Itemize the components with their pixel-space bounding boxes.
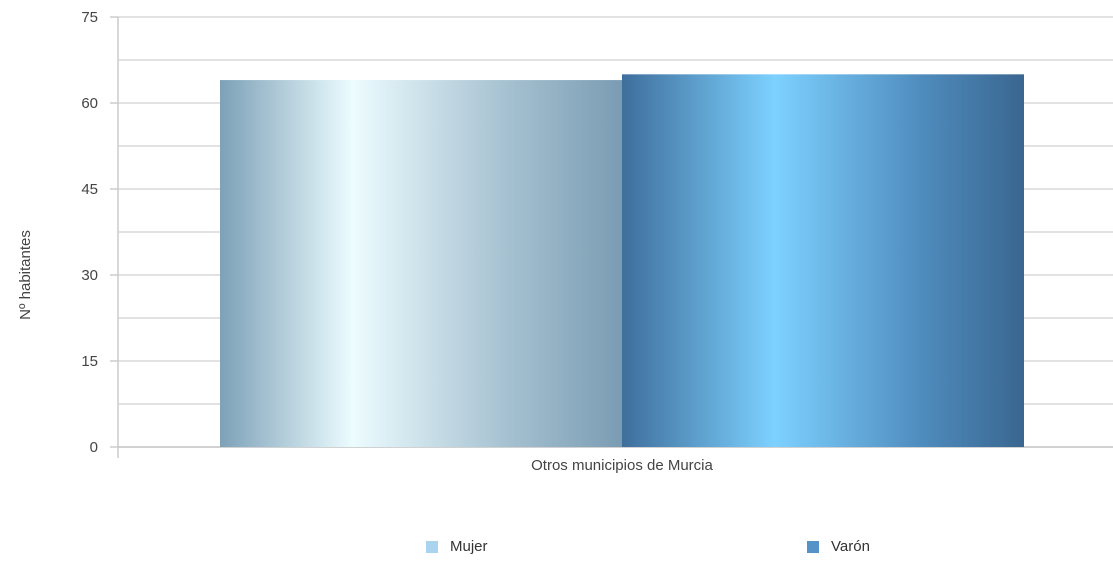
legend: Mujer Varón	[0, 538, 1113, 562]
y-tick-label: 75	[81, 9, 98, 26]
y-tick-label: 45	[81, 181, 98, 198]
y-tick-label: 0	[90, 439, 98, 456]
x-category-label: Otros municipios de Murcia	[531, 457, 713, 474]
legend-item-varon[interactable]: Varón	[807, 538, 870, 555]
bar-varon[interactable]	[622, 74, 1024, 447]
bar-mujer[interactable]	[220, 80, 622, 448]
legend-item-mujer[interactable]: Mujer	[426, 538, 488, 555]
legend-swatch-mujer	[426, 540, 438, 553]
y-tick-label: 60	[81, 95, 98, 112]
legend-label-mujer: Mujer	[450, 538, 488, 555]
y-axis-title: Nº habitantes	[17, 230, 34, 320]
y-tick-label: 15	[81, 353, 98, 370]
legend-label-varon: Varón	[831, 538, 870, 555]
legend-swatch-varon	[807, 540, 819, 553]
bar-chart: 0 15 30 45 60 75 Otros municipios de Murcia N…	[17, 9, 1113, 474]
bars	[220, 74, 1024, 448]
y-tick-labels: 0 15 30 45 60 75	[81, 9, 98, 456]
y-tick-label: 30	[81, 267, 98, 284]
